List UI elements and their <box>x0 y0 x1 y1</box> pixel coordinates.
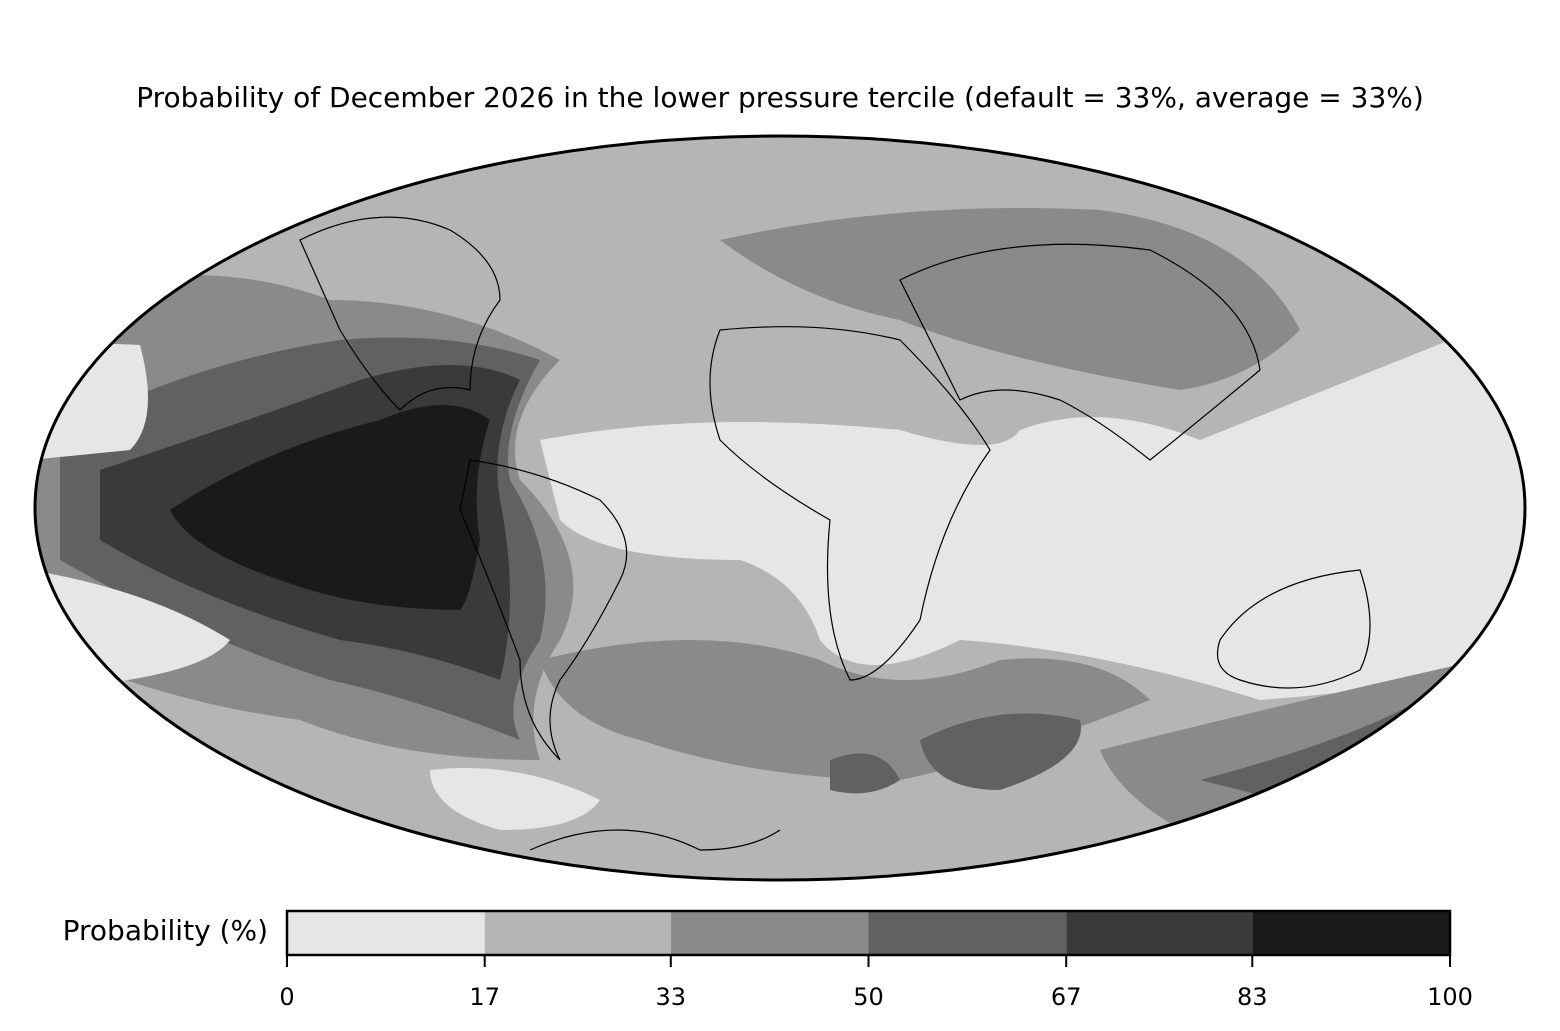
colorbar-label: Probability (%) <box>63 914 268 947</box>
colorbar-segment <box>670 911 869 955</box>
tick-label: 67 <box>1051 983 1082 1011</box>
tick-label: 83 <box>1237 983 1268 1011</box>
colorbar: 0 17 33 50 67 83 100 <box>279 909 1473 1011</box>
tick-label: 0 <box>279 983 294 1011</box>
coastlines <box>299 216 1371 851</box>
colorbar-segment <box>484 911 671 955</box>
tick-label: 50 <box>853 983 884 1011</box>
tick-label: 33 <box>656 983 687 1011</box>
colorbar-segment <box>1252 911 1450 955</box>
colorbar-segment <box>1066 911 1253 955</box>
map-title: Probability of December 2026 in the lowe… <box>136 81 1424 114</box>
map-frame <box>33 134 1527 882</box>
colorbar-segment <box>287 911 485 955</box>
tick-label: 17 <box>469 983 500 1011</box>
colorbar-segment <box>868 911 1067 955</box>
tick-label: 100 <box>1427 983 1473 1011</box>
